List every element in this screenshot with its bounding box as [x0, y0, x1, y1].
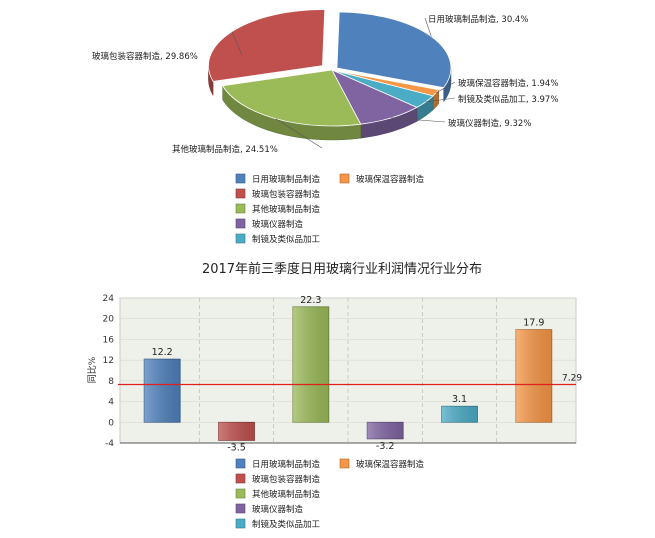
bar-value-label: 12.2: [152, 347, 173, 358]
bars: [143, 306, 553, 441]
legend-label: 玻璃保温容器制造: [356, 174, 425, 185]
legend-label: 制镜及类似品加工: [252, 234, 321, 245]
y-tick-label: -4: [105, 439, 114, 449]
reference-line: 7.29: [118, 374, 582, 386]
pie-leader-line: [391, 117, 446, 123]
y-tick-label: 0: [108, 418, 114, 428]
bar-value-label: -3.5: [227, 442, 246, 453]
pie-legend: 日用玻璃制品制造 玻璃保温容器制造玻璃包装容器制造其他玻璃制品制造玻璃仪器制造制镜…: [235, 173, 425, 245]
pie-slice-label: 制镜及类似品加工, 3.97%: [458, 94, 558, 105]
reference-line-label: 7.29: [562, 374, 582, 384]
legend-swatch: [235, 503, 246, 514]
bar-value-label: 17.9: [523, 318, 544, 329]
legend-swatch: [235, 473, 246, 484]
bar-gridlines: [120, 297, 576, 444]
bar-value-label: -3.2: [376, 441, 395, 452]
legend-swatch: [235, 233, 246, 244]
y-tick-label: 16: [103, 335, 115, 345]
legend-label: 玻璃包装容器制造: [252, 474, 321, 485]
pie-leader-line: [231, 31, 243, 56]
bar-shading: [441, 406, 478, 423]
pie-leader-line: [425, 97, 456, 103]
legend-label: 玻璃包装容器制造: [252, 189, 321, 200]
bar-shading: [292, 306, 329, 423]
y-tick-label: 12: [103, 356, 114, 366]
y-tick-label: 8: [108, 377, 114, 387]
legend-label: 制镜及类似品加工: [252, 519, 321, 530]
pie-slice-label: 玻璃仪器制造, 9.32%: [448, 118, 531, 129]
bar-shading: [515, 329, 552, 423]
pie-slice-label: 日用玻璃制品制造, 30.4%: [428, 14, 528, 25]
legend-swatch: [235, 218, 246, 229]
legend-swatch: [235, 188, 246, 199]
legend-swatch: [339, 458, 350, 469]
bar-legend: 日用玻璃制品制造 玻璃保温容器制造玻璃包装容器制造其他玻璃制品制造玻璃仪器制造制镜…: [235, 458, 425, 530]
bar-chart-title: 2017年前三季度日用玻璃行业利润情况行业分布: [202, 261, 482, 277]
legend-swatch: [235, 488, 246, 499]
legend-label: 日用玻璃制品制造: [252, 174, 321, 185]
bar-value-labels: 12.2 -3.5 22.3 -3.2 3.1 17.9: [152, 295, 545, 454]
bar-shading: [218, 422, 255, 441]
pie-slice: [208, 9, 326, 82]
bar-value-label: 22.3: [300, 295, 321, 306]
bar-shading: [367, 422, 404, 439]
pie-slice: [221, 69, 362, 127]
legend-swatch: [235, 203, 246, 214]
pie-leader-lines: [231, 17, 456, 149]
legend-label: 玻璃仪器制造: [252, 219, 304, 230]
legend-label: 玻璃保温容器制造: [356, 459, 425, 470]
legend-label: 玻璃仪器制造: [252, 504, 304, 515]
legend-swatch: [235, 173, 246, 184]
legend-label: 其他玻璃制品制造: [252, 204, 321, 215]
bar-value-label: 3.1: [452, 394, 467, 405]
pie-leader-line: [275, 118, 323, 149]
legend-label: 其他玻璃制品制造: [252, 489, 321, 500]
pie-slice-label: 玻璃包装容器制造, 29.86%: [92, 51, 198, 62]
y-tick-label: 4: [108, 398, 114, 408]
pie-slice-label: 其他玻璃制品制造, 24.51%: [172, 144, 278, 155]
pie-leader-line: [435, 81, 456, 94]
legend-label: 日用玻璃制品制造: [252, 459, 321, 470]
pie-chart: 日用玻璃制品制造, 30.4% 玻璃保温容器制造, 1.94% 制镜及类似品加工, …: [92, 9, 558, 155]
bar-shading: [144, 359, 181, 423]
legend-swatch: [235, 518, 246, 529]
legend-swatch: [235, 458, 246, 469]
pie-slice-labels: 日用玻璃制品制造, 30.4% 玻璃保温容器制造, 1.94% 制镜及类似品加工, …: [92, 14, 558, 155]
legend-swatch: [339, 173, 350, 184]
y-tick-label: 20: [103, 315, 115, 325]
y-tick-label: 24: [103, 294, 115, 304]
pie-leader-line: [424, 17, 432, 37]
y-axis-ticks: -4 0 4 8 12 16 20 24: [103, 294, 115, 449]
pie-slices: [208, 9, 452, 127]
pie-slice-label: 玻璃保温容器制造, 1.94%: [458, 78, 558, 89]
y-axis-label: 同比%: [86, 356, 98, 383]
bar-chart: -4 0 4 8 12 16 20 24 同比% 12.2 -3.5 22.3 -3.2 3.1 17.…: [86, 294, 582, 453]
